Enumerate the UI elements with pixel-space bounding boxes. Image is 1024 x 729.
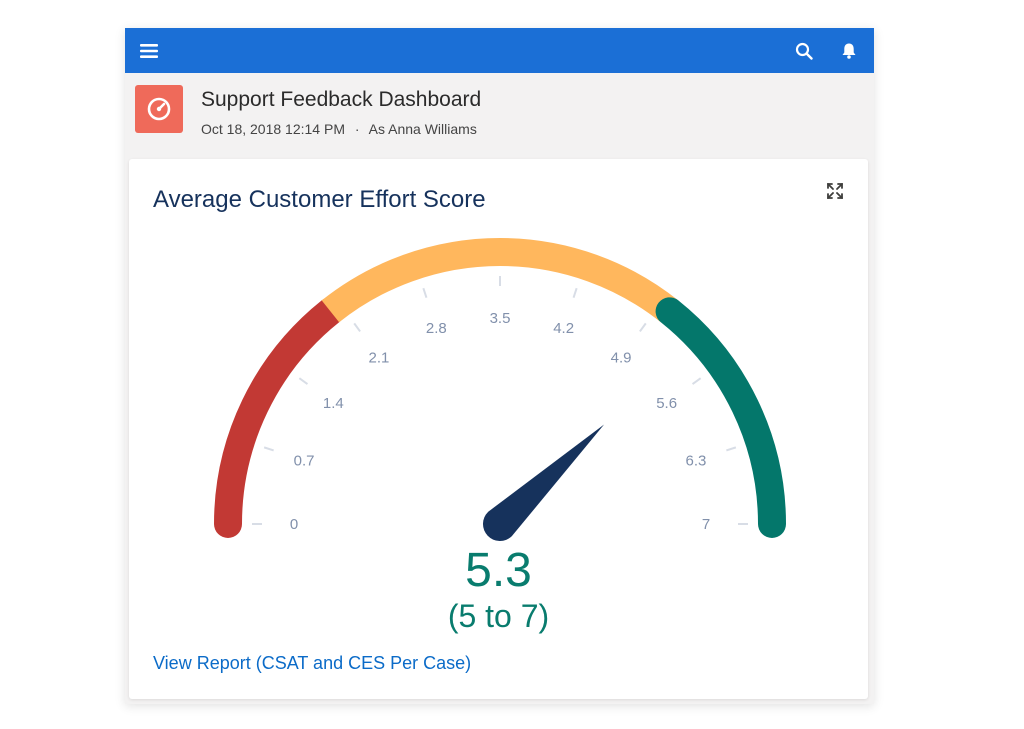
gauge-needle bbox=[482, 424, 605, 542]
gauge-tick bbox=[691, 377, 702, 385]
dashboard-timestamp: Oct 18, 2018 12:14 PM bbox=[201, 121, 345, 137]
gauge-tick bbox=[353, 322, 361, 333]
gauge-band bbox=[655, 297, 786, 538]
gauge-tick-label: 1.4 bbox=[323, 395, 344, 412]
gauge-tick-label: 2.8 bbox=[426, 320, 447, 337]
dashboard-meta: Oct 18, 2018 12:14 PM · As Anna Williams bbox=[201, 121, 477, 137]
gauge-tick bbox=[639, 322, 647, 333]
gauge-range: (5 to 7) bbox=[447, 598, 550, 634]
meta-separator: · bbox=[354, 121, 360, 137]
dashboard-header: Support Feedback Dashboard Oct 18, 2018 … bbox=[125, 73, 874, 153]
dashboard-title: Support Feedback Dashboard bbox=[201, 88, 482, 111]
gauge-tick-label: 3.5 bbox=[490, 310, 511, 327]
card-title: Average Customer Effort Score bbox=[153, 186, 486, 213]
gauge-tick-label: 7 bbox=[702, 516, 710, 533]
hamburger-menu-icon[interactable] bbox=[138, 40, 160, 62]
gauge-tick-label: 5.6 bbox=[656, 395, 677, 412]
gauge-value: 5.3 bbox=[465, 544, 532, 597]
gauge-band bbox=[214, 297, 345, 538]
gauge-tick-label: 6.3 bbox=[685, 452, 706, 469]
app-window: Support Feedback Dashboard Oct 18, 2018 … bbox=[125, 28, 874, 704]
gauge-tick-label: 0.7 bbox=[294, 452, 315, 469]
top-nav-bar bbox=[125, 28, 874, 73]
gauge-tick-label: 0 bbox=[290, 516, 298, 533]
view-report-link[interactable]: View Report (CSAT and CES Per Case) bbox=[153, 653, 472, 673]
gauge-band bbox=[321, 238, 679, 323]
gauge-tick-label: 4.9 bbox=[611, 349, 632, 366]
gauge-card: Average Customer Effort Score 0 0.7 1.4 2.1… bbox=[129, 159, 868, 699]
dashboard-viewer: As Anna Williams bbox=[368, 121, 477, 137]
gauge-tick-label: 2.1 bbox=[368, 349, 389, 366]
gauge-tick bbox=[726, 446, 737, 452]
gauge-icon bbox=[135, 85, 183, 133]
search-icon[interactable] bbox=[793, 40, 815, 62]
expand-icon[interactable] bbox=[825, 181, 847, 203]
gauge-chart: 0 0.7 1.4 2.1 2.8 3.5 4.2 4.9 5.6 6.3 7 bbox=[214, 238, 786, 542]
bell-icon[interactable] bbox=[838, 40, 860, 62]
gauge-tick bbox=[263, 446, 274, 452]
gauge-tick bbox=[298, 377, 309, 385]
gauge-tick-label: 4.2 bbox=[553, 320, 574, 337]
gauge-tick bbox=[422, 287, 428, 298]
gauge-tick bbox=[572, 287, 578, 298]
